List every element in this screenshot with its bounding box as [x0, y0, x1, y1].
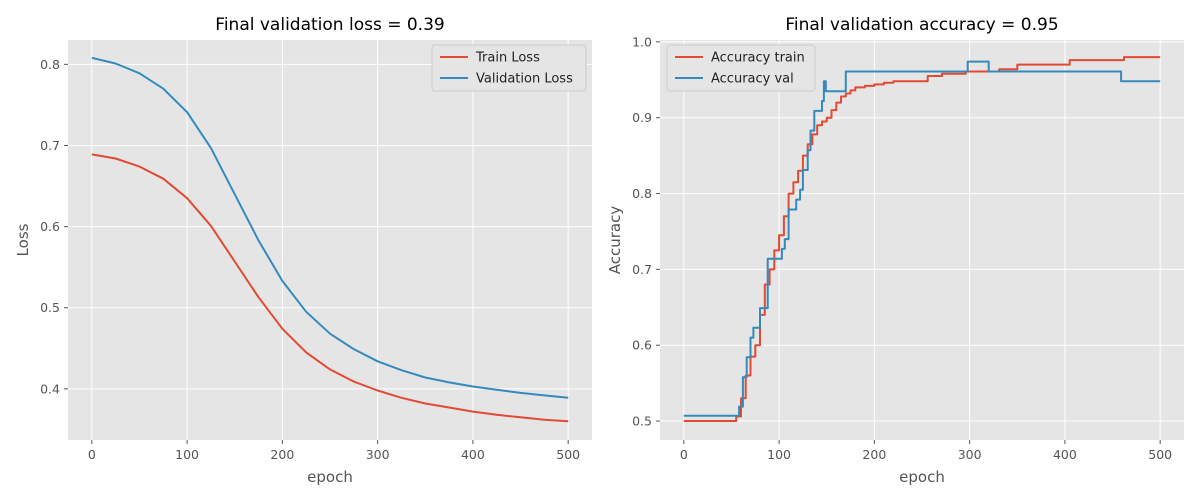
accuracy-y-tick-label: 1.0 — [632, 34, 652, 49]
loss-chart-y-axis-label: Loss — [14, 223, 32, 256]
loss-legend: Train Loss Validation Loss — [431, 44, 587, 92]
accuracy-legend-label: Accuracy val — [711, 72, 794, 87]
accuracy-y-tick-label: 0.8 — [632, 186, 652, 201]
loss-legend-label: Validation Loss — [476, 72, 573, 87]
loss-legend-box — [431, 44, 587, 92]
loss-series-line-train-loss — [91, 153, 569, 423]
accuracy-legend: Accuracy train Accuracy val — [666, 44, 816, 92]
accuracy-chart-x-axis-label: epoch — [899, 468, 945, 486]
accuracy-y-tick-label: 0.7 — [632, 262, 652, 277]
loss-y-tick-label: 0.8 — [40, 57, 60, 72]
loss-legend-label: Train Loss — [475, 51, 540, 66]
accuracy-x-tick-label: 0 — [680, 447, 688, 462]
accuracy-plot-area — [660, 40, 1184, 440]
loss-y-tick-label: 0.6 — [40, 219, 60, 234]
loss-y-tick-label: 0.7 — [40, 138, 60, 153]
loss-x-tick-label: 100 — [175, 447, 199, 462]
loss-chart-panel: Final validation loss = 0.39 epoch Loss … — [14, 15, 592, 486]
accuracy-chart-y-axis-label: Accuracy — [606, 206, 624, 275]
loss-x-tick-label: 500 — [556, 447, 580, 462]
loss-chart-x-axis-label: epoch — [307, 468, 353, 486]
accuracy-x-tick-label: 500 — [1148, 447, 1172, 462]
loss-y-tick-label: 0.5 — [40, 300, 60, 315]
accuracy-legend-label: Accuracy train — [711, 51, 805, 66]
loss-x-tick-label: 300 — [366, 447, 390, 462]
accuracy-y-tick-label: 0.9 — [632, 110, 652, 125]
accuracy-y-tick-label: 0.5 — [632, 414, 652, 429]
accuracy-x-tick-label: 200 — [862, 447, 886, 462]
accuracy-x-tick-label: 400 — [1053, 447, 1077, 462]
accuracy-y-tick-label: 0.6 — [632, 338, 652, 353]
accuracy-legend-box — [666, 44, 816, 92]
loss-chart-title: Final validation loss = 0.39 — [215, 15, 444, 35]
loss-x-tick-label: 400 — [461, 447, 485, 462]
accuracy-x-tick-label: 300 — [958, 447, 982, 462]
accuracy-chart-panel: Final validation accuracy = 0.95 epoch A… — [606, 15, 1184, 486]
loss-x-tick-label: 200 — [270, 447, 294, 462]
loss-plot-area — [68, 40, 592, 440]
accuracy-x-tick-label: 100 — [767, 447, 791, 462]
accuracy-chart-title: Final validation accuracy = 0.95 — [785, 15, 1058, 35]
loss-x-tick-label: 0 — [88, 447, 96, 462]
loss-series-line-validation-loss — [91, 56, 569, 399]
loss-y-tick-label: 0.4 — [40, 381, 60, 396]
accuracy-series-line-accuracy-val — [683, 60, 1161, 417]
accuracy-series-line-accuracy-train — [683, 56, 1161, 422]
